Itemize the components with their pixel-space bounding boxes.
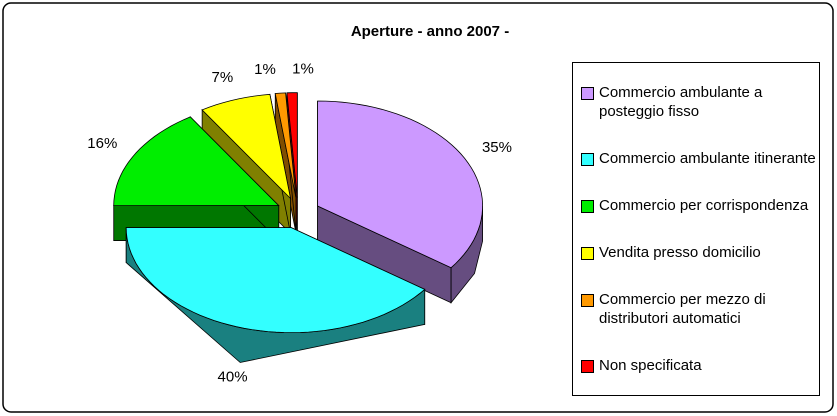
legend-label: Commercio per mezzo di distributori auto… xyxy=(599,291,766,327)
legend-swatch xyxy=(581,360,594,373)
legend-swatch xyxy=(581,153,594,166)
data-label: 35% xyxy=(482,139,512,156)
legend-label: Non specificata xyxy=(599,357,702,374)
slice xyxy=(274,92,297,198)
legend-label: Commercio ambulante a posteggio fisso xyxy=(599,84,763,120)
legend-item: Commercio per mezzo di distributori auto… xyxy=(581,290,819,328)
data-label: 7% xyxy=(212,69,234,86)
legend-swatch xyxy=(581,200,594,213)
chart-title: Aperture - anno 2007 - xyxy=(351,23,509,40)
legend-swatch xyxy=(581,294,594,307)
data-label: 1% xyxy=(292,61,314,78)
slice xyxy=(317,100,484,269)
legend-label: Commercio per corrispondenza xyxy=(599,197,809,214)
legend-item: Commercio ambulante itinerante xyxy=(581,149,819,168)
legend-label: Vendita presso domicilio xyxy=(599,244,761,261)
legend-item: Commercio per corrispondenza xyxy=(581,196,819,215)
legend-label: Commercio ambulante itinerante xyxy=(599,150,816,167)
slice xyxy=(125,227,426,334)
legend-item: Commercio ambulante a posteggio fisso xyxy=(581,83,819,121)
data-label: 16% xyxy=(87,135,117,152)
legend-item: Non specificata xyxy=(581,356,819,375)
slice xyxy=(286,92,298,198)
data-label: 40% xyxy=(218,368,248,385)
legend: Commercio ambulante a posteggio fisso Com… xyxy=(572,62,820,396)
slice xyxy=(201,93,292,200)
legend-item: Vendita presso domicilio xyxy=(581,243,819,262)
slice xyxy=(113,116,280,207)
legend-swatch xyxy=(581,247,594,260)
data-label: 1% xyxy=(254,61,276,78)
legend-swatch xyxy=(581,87,594,100)
